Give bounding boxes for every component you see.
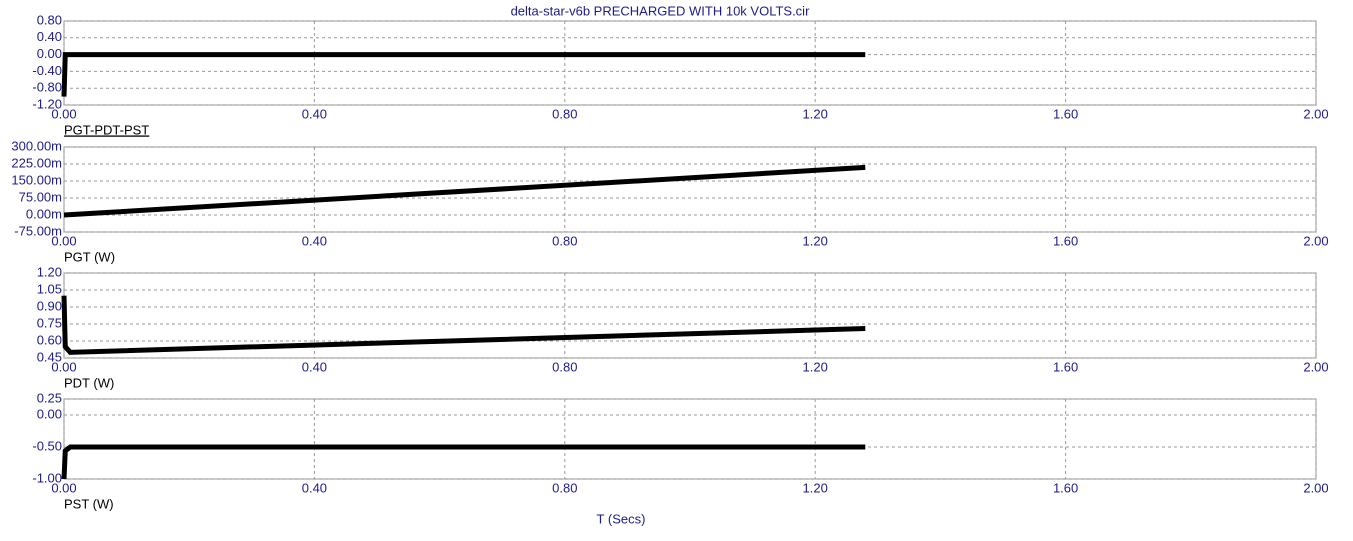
x-tick-label: 2.00 xyxy=(1303,233,1328,248)
x-tick-label: 1.60 xyxy=(1053,359,1078,374)
data-line xyxy=(61,52,866,97)
y-tick-label: 0.45 xyxy=(37,349,62,364)
x-axis-label: T (Secs) xyxy=(597,511,646,526)
x-tick-label: 0.00 xyxy=(51,233,76,248)
series-label: PGT-PDT-PST xyxy=(64,122,149,137)
y-tick-label: 300.00m xyxy=(11,138,62,153)
y-tick-label: 0.80 xyxy=(37,12,62,27)
x-tick-label: 1.60 xyxy=(1053,233,1078,248)
series-label: PGT (W) xyxy=(64,249,115,264)
plot-frame xyxy=(63,398,1317,480)
x-tick-label: 0.00 xyxy=(51,359,76,374)
plot-frame xyxy=(63,146,1317,233)
y-tick-label: 0.25 xyxy=(37,390,62,405)
y-tick-label: 225.00m xyxy=(11,155,62,170)
y-tick-label: 0.75 xyxy=(37,315,62,330)
x-tick-label: 0.40 xyxy=(302,480,327,495)
x-tick-label: 0.40 xyxy=(302,233,327,248)
series-label: PDT (W) xyxy=(64,375,114,390)
y-tick-label: 0.00 xyxy=(37,406,62,421)
chart-title: delta-star-v6b PRECHARGED WITH 10k VOLTS… xyxy=(511,3,810,18)
x-tick-label: 1.20 xyxy=(803,233,828,248)
data-line xyxy=(63,164,866,218)
plot-frame xyxy=(63,20,1317,106)
data-line xyxy=(61,295,866,355)
y-tick-label: -1.00 xyxy=(32,470,62,485)
y-tick-label: 0.00m xyxy=(26,206,62,221)
x-tick-label: 1.20 xyxy=(803,480,828,495)
x-tick-label: 0.00 xyxy=(51,480,76,495)
y-tick-label: 75.00m xyxy=(19,189,62,204)
x-tick-label: 0.40 xyxy=(302,359,327,374)
x-tick-label: 0.80 xyxy=(552,106,577,121)
y-tick-label: -0.40 xyxy=(32,63,62,78)
x-tick-label: 0.00 xyxy=(51,106,76,121)
x-tick-label: 0.80 xyxy=(552,233,577,248)
y-tick-label: 1.20 xyxy=(37,264,62,279)
y-tick-label: 150.00m xyxy=(11,172,62,187)
y-tick-label: 0.60 xyxy=(37,332,62,347)
x-tick-label: 2.00 xyxy=(1303,480,1328,495)
x-tick-label: 2.00 xyxy=(1303,359,1328,374)
y-tick-label: -0.50 xyxy=(32,438,62,453)
x-tick-label: 1.20 xyxy=(803,359,828,374)
y-tick-label: 0.40 xyxy=(37,29,62,44)
x-tick-label: 0.80 xyxy=(552,359,577,374)
data-line xyxy=(61,444,866,480)
y-tick-label: 0.00 xyxy=(37,46,62,61)
x-tick-label: 2.00 xyxy=(1303,106,1328,121)
y-tick-label: -0.80 xyxy=(32,80,62,95)
y-tick-label: -75.00m xyxy=(14,223,62,238)
x-tick-label: 1.20 xyxy=(803,106,828,121)
x-tick-label: 0.80 xyxy=(552,480,577,495)
x-tick-label: 0.40 xyxy=(302,106,327,121)
y-tick-label: -1.20 xyxy=(32,96,62,111)
series-label: PST (W) xyxy=(64,496,114,511)
x-tick-label: 1.60 xyxy=(1053,106,1078,121)
y-tick-label: 1.05 xyxy=(37,281,62,296)
x-tick-label: 1.60 xyxy=(1053,480,1078,495)
y-tick-label: 0.90 xyxy=(37,298,62,313)
